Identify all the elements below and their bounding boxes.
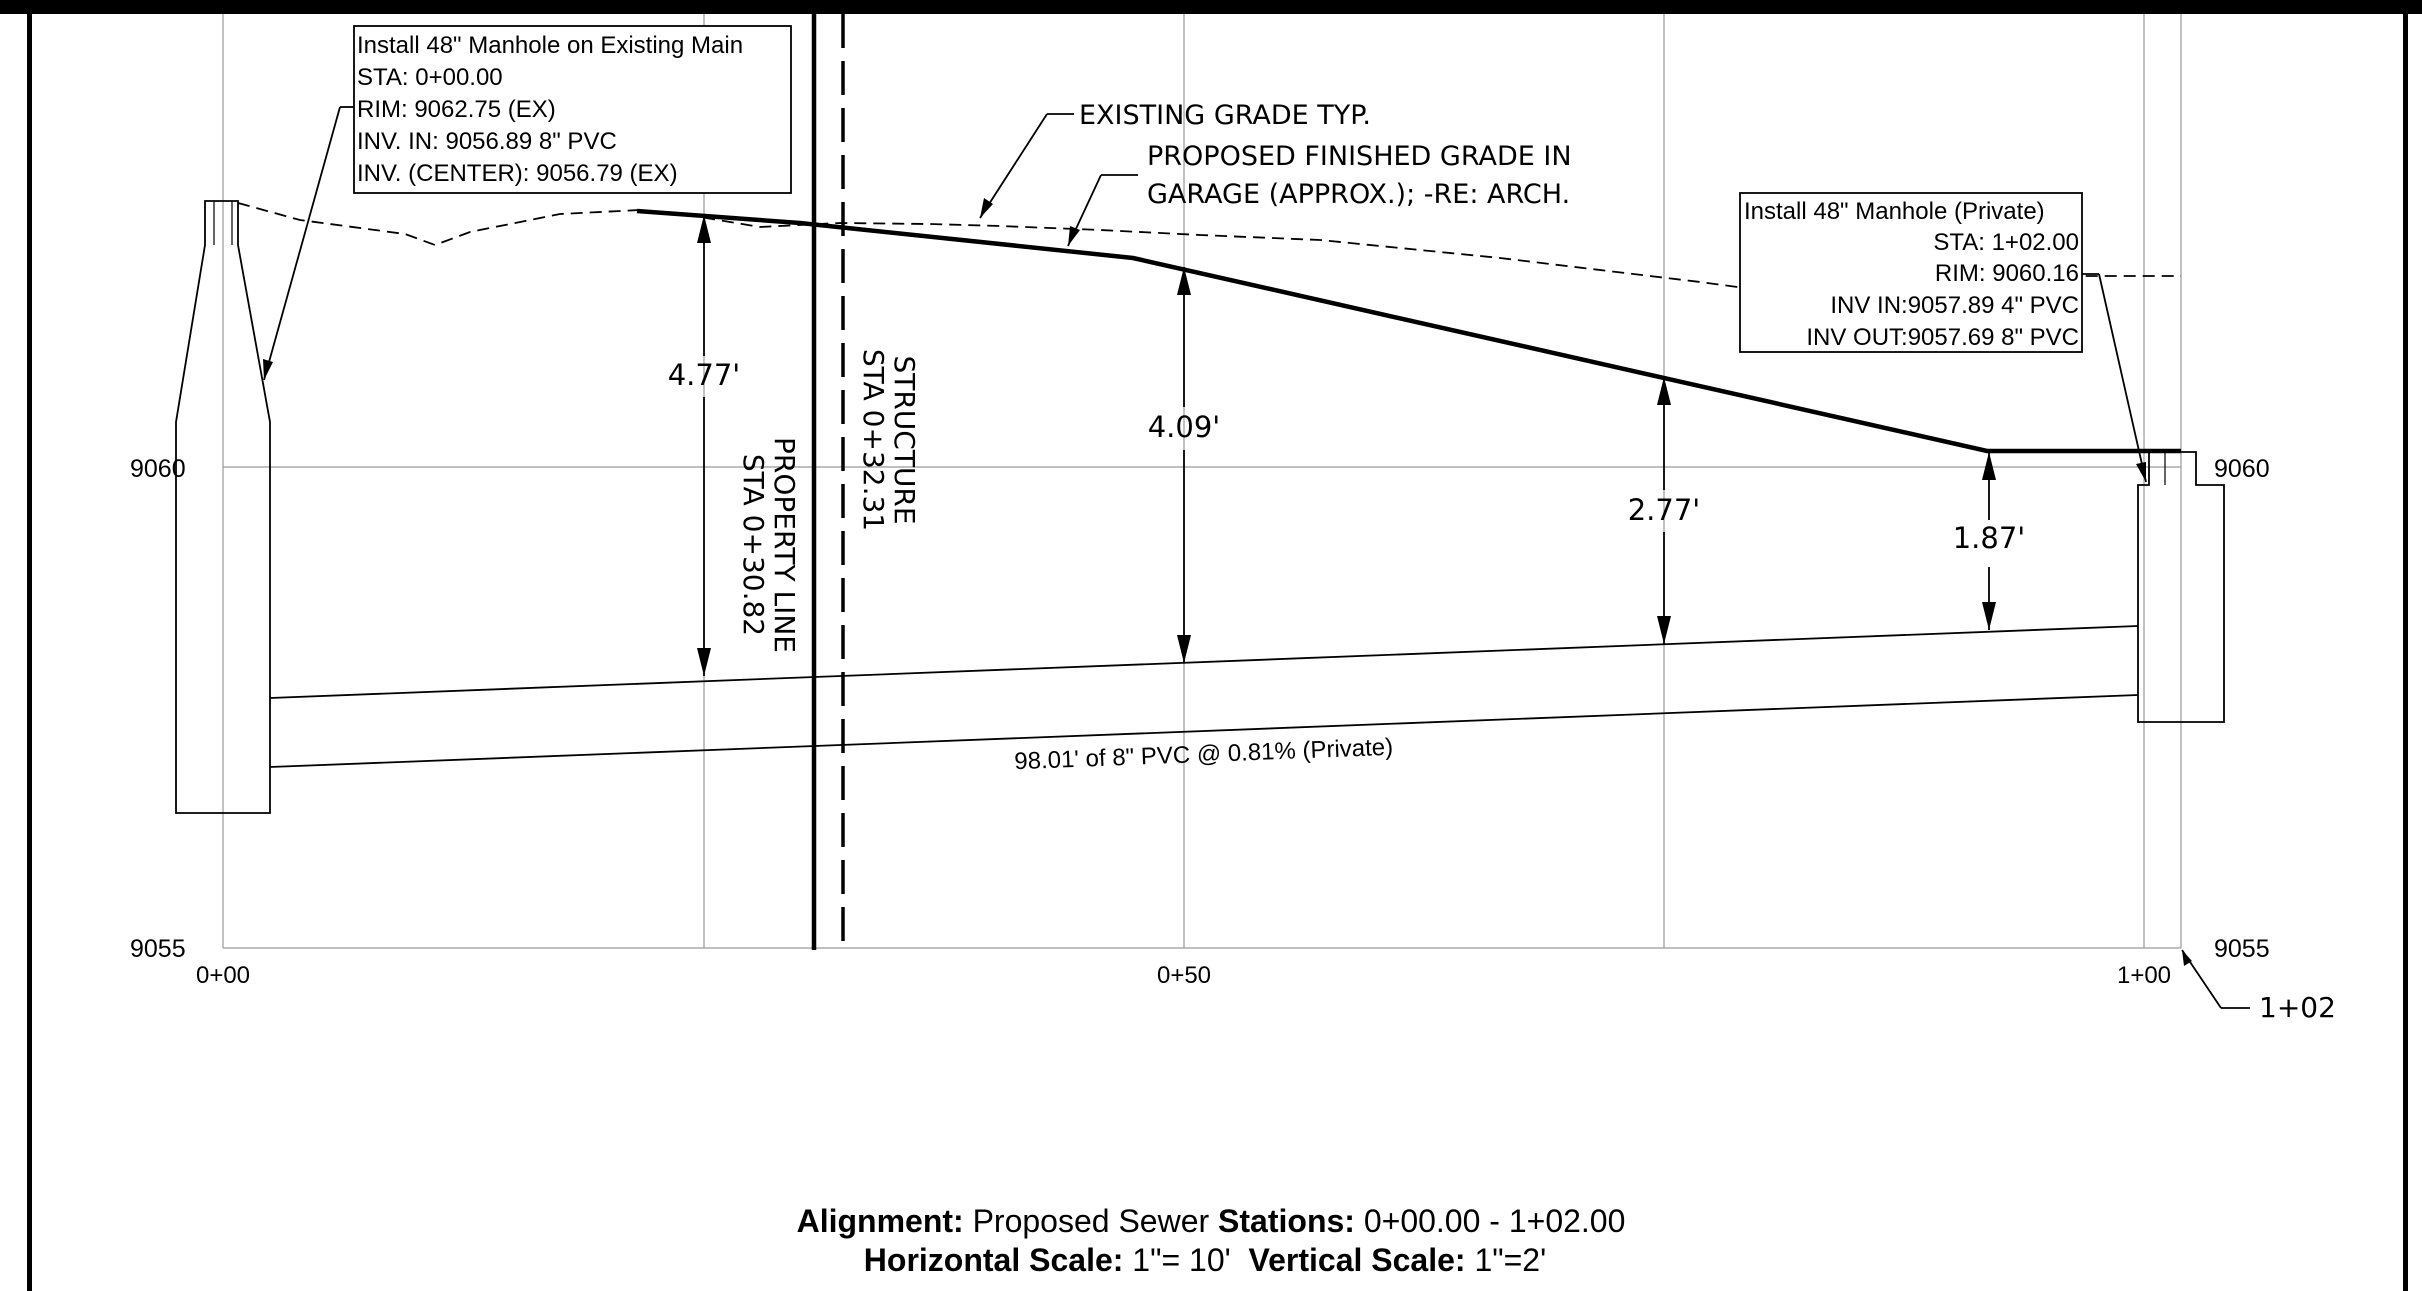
- manhole-1-callout-box: [353, 25, 792, 194]
- left-border: [27, 14, 32, 1291]
- cover-dimension-4: [1982, 452, 1996, 630]
- station-label-50: 0+50: [1157, 962, 1211, 989]
- cover-depth-label-1: 4.77': [668, 358, 741, 392]
- footer-scale-line: Horizontal Scale: 1"= 10' Vertical Scale…: [864, 1242, 1546, 1278]
- proposed-finished-grade-line: [636, 208, 2181, 454]
- horizontal-scale-value: 1"= 10': [1123, 1242, 1248, 1278]
- cover-dimension-1: [697, 215, 711, 676]
- manhole-2-outline: [2137, 451, 2225, 723]
- elevation-label-9060-right: 9060: [2214, 455, 2270, 483]
- alignment-value: Proposed Sewer: [964, 1203, 1218, 1239]
- sewer-pipe: [269, 625, 2139, 768]
- manhole-1-callout-inv-center: INV. (CENTER): 9056.79 (EX): [357, 160, 678, 187]
- property-line-station: STA 0+30.82: [737, 454, 770, 636]
- property-line-label: PROPERTY LINE: [768, 437, 801, 653]
- horizontal-scale-label: Horizontal Scale:: [864, 1242, 1124, 1278]
- manhole-2-callout-station: STA: 1+02.00: [1933, 229, 2079, 256]
- vertical-scale-value: 1"=2': [1466, 1242, 1547, 1278]
- existing-grade-note: EXISTING GRADE TYP.: [1079, 100, 1371, 131]
- elevation-label-9055-left: 9055: [130, 935, 186, 963]
- elevation-label-9060-left: 9060: [130, 455, 186, 483]
- footer-alignment-line: Alignment: Proposed Sewer Stations: 0+00…: [797, 1203, 1626, 1239]
- cover-depth-label-2: 4.09': [1148, 410, 1221, 444]
- manhole-1-outline: [175, 200, 271, 814]
- manhole-1-callout-rim: RIM: 9062.75 (EX): [357, 96, 556, 123]
- cover-dimension-2: [1177, 267, 1191, 663]
- manhole-2-callout-rim: RIM: 9060.16: [1935, 260, 2079, 287]
- manhole-1-callout-leader: [263, 106, 354, 381]
- stations-label: Stations:: [1218, 1203, 1355, 1239]
- manhole-1-callout-station: STA: 0+00.00: [357, 64, 503, 91]
- existing-grade-arrow: [980, 198, 993, 218]
- manhole-1-callout-inv-in: INV. IN: 9056.89 8" PVC: [357, 128, 617, 155]
- manhole-2-callout-arrow: [2136, 462, 2146, 482]
- top-border: [0, 0, 2422, 14]
- manhole-2-callout-inv-out: INV OUT:9057.69 8" PVC: [1806, 324, 2079, 351]
- finished-grade-note-line-2: GARAGE (APPROX.); -RE: ARCH.: [1147, 179, 1570, 210]
- structure-station: STA 0+32.31: [857, 349, 890, 531]
- right-border: [2403, 14, 2408, 1291]
- structure-label: STRUCTURE: [888, 355, 921, 524]
- manhole-2-callout-inv-in: INV IN:9057.89 4" PVC: [1830, 292, 2079, 319]
- manhole-2-callout-box: [1739, 192, 2083, 353]
- elevation-label-9055-right: 9055: [2214, 935, 2270, 963]
- finished-grade-note-line-1: PROPOSED FINISHED GRADE IN: [1147, 141, 1572, 172]
- pipe-label: 98.01' of 8" PVC @ 0.81% (Private): [1014, 734, 1394, 776]
- stations-value: 0+00.00 - 1+02.00: [1355, 1203, 1625, 1239]
- manhole-2-callout-title: Install 48" Manhole (Private): [1744, 198, 2045, 225]
- station-label-0: 0+00: [196, 962, 250, 989]
- existing-grade-line: [237, 202, 2181, 291]
- finished-grade-leader: [1067, 174, 1138, 247]
- manhole-2-callout-leader: [2082, 273, 2147, 483]
- cover-depth-label-4: 1.87': [1953, 521, 2026, 555]
- manhole-1-callout-arrow: [263, 359, 273, 380]
- finished-grade-arrow: [1068, 226, 1080, 246]
- station-leader-arrow: [2182, 950, 2192, 966]
- cover-dimension-3: [1657, 377, 1671, 644]
- vertical-scale-label: Vertical Scale:: [1249, 1242, 1466, 1278]
- station-label-100: 1+00: [2117, 962, 2171, 989]
- alignment-label: Alignment:: [797, 1203, 964, 1239]
- manhole-1-callout-title: Install 48" Manhole on Existing Main: [357, 32, 743, 59]
- cover-depth-label-3: 2.77': [1628, 493, 1701, 527]
- existing-grade-leader: [979, 113, 1074, 219]
- station-label-102: 1+02: [2259, 991, 2336, 1024]
